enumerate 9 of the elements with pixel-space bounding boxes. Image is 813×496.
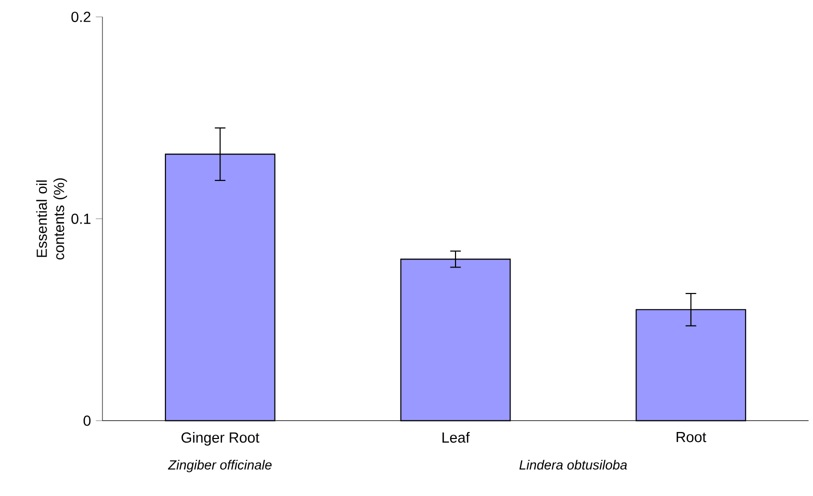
x-tick-label: Ginger Root: [182, 432, 260, 446]
text: Zingiber officinale: [168, 460, 272, 472]
y-tick-label: 0: [84, 415, 91, 426]
x-tick-label: Leaf: [442, 432, 470, 443]
text: Lindera obtusiloba: [519, 460, 627, 470]
y-axis-title: Essential oil contents (%): [36, 178, 68, 260]
x-tick-label: Root: [676, 432, 706, 442]
y-tick-label: 0.1: [71, 214, 90, 224]
y-tick-label: 0.2: [71, 12, 90, 22]
